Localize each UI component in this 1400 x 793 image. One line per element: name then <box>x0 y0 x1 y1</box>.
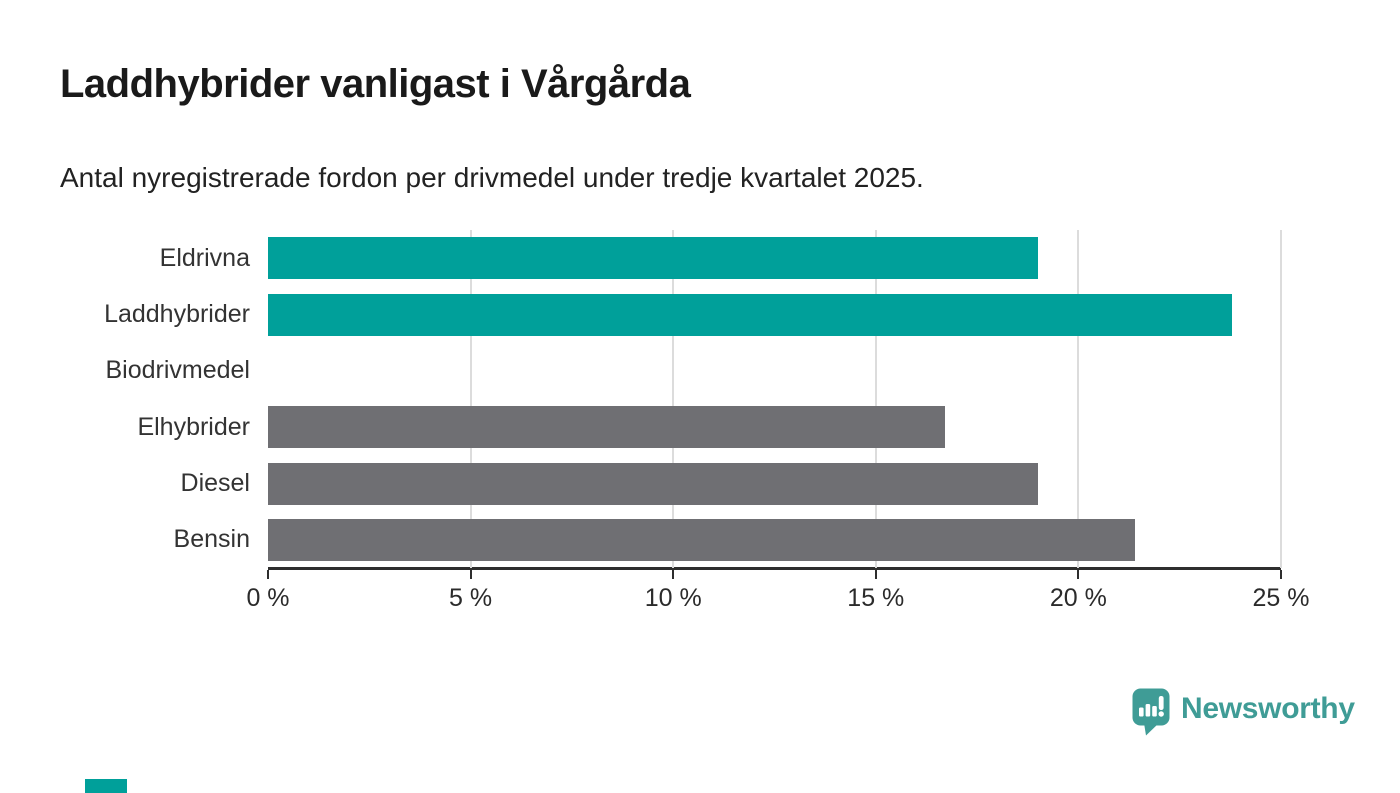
x-tick-label: 5 % <box>449 584 493 612</box>
category-label: Bensin <box>173 525 250 554</box>
x-axis-line <box>268 567 1281 570</box>
newsworthy-icon <box>1132 688 1171 742</box>
category-label: Eldrivna <box>159 243 250 272</box>
x-tick-mark <box>267 570 269 579</box>
gridline <box>469 230 472 568</box>
x-tick-mark <box>1280 570 1282 579</box>
bar <box>268 462 1038 505</box>
gridline <box>672 230 675 568</box>
x-tick-label: 10 % <box>644 584 702 612</box>
x-tick-mark <box>469 570 472 579</box>
bar <box>268 237 1038 280</box>
plot-area: 0 % 5 % 10 % 15 % 20 % 25 % <box>246 230 1309 612</box>
chart-subtitle: Antal nyregistrerade fordon per drivmede… <box>60 162 924 193</box>
gridline <box>1280 230 1282 568</box>
x-tick-label: 25 % <box>1252 584 1310 612</box>
category-label: Laddhybrider <box>104 299 250 328</box>
gridline <box>874 230 877 568</box>
gridline <box>1077 230 1080 568</box>
newsworthy-logo-text: Newsworthy <box>1181 692 1355 725</box>
x-tick-mark <box>1077 570 1080 579</box>
category-label: Biodrivmedel <box>105 356 250 385</box>
bar-chart: Eldrivna Laddhybrider Biodrivmedel Elhybrid… <box>0 230 1400 650</box>
chart-title: Laddhybrider vanligast i Vårgårda <box>60 62 691 106</box>
x-tick-label: 20 % <box>1049 584 1107 612</box>
category-label: Elhybrider <box>137 412 250 441</box>
bar <box>268 406 945 449</box>
category-label: Diesel <box>180 468 250 497</box>
x-tick-label: 0 % <box>246 584 290 612</box>
bar <box>268 293 1233 336</box>
x-tick-mark <box>874 570 877 579</box>
x-tick-label: 15 % <box>847 584 905 612</box>
x-tick-mark <box>672 570 675 579</box>
newsworthy-logo[interactable]: Newsworthy <box>1132 688 1355 738</box>
footer-brand-mark <box>85 779 127 793</box>
category-labels: Eldrivna Laddhybrider Biodrivmedel Elhybrid… <box>0 230 250 568</box>
bar <box>268 518 1136 561</box>
